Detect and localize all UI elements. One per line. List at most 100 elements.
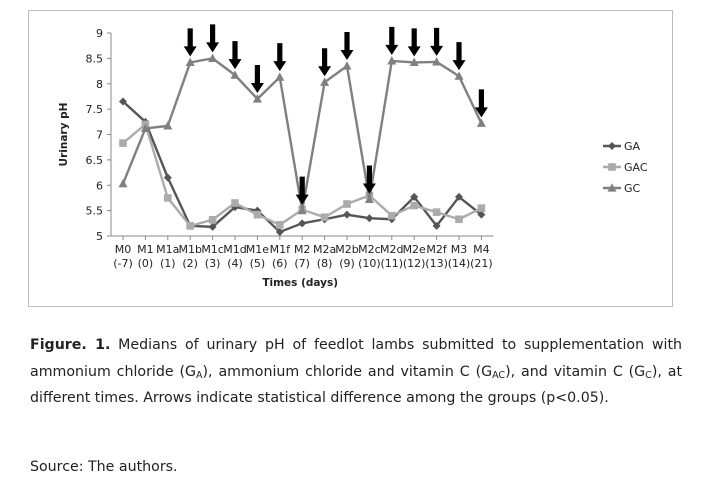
x-tick-day-label: (10) (358, 257, 381, 270)
y-tick-label: 7.5 (86, 103, 104, 116)
significance-arrow-icon (452, 42, 466, 71)
data-point-ga (343, 210, 351, 219)
x-tick-day-label: (8) (317, 257, 333, 270)
data-point-ga (477, 210, 486, 219)
caption-text-2: ), ammonium chloride and vitamin C (G (202, 363, 493, 380)
data-point-gc (320, 77, 330, 86)
y-tick-label: 9 (96, 27, 103, 40)
significance-arrow-icon (206, 24, 220, 53)
data-point-gac (186, 222, 194, 230)
data-point-ga (298, 219, 307, 228)
y-tick-label: 7 (96, 129, 103, 142)
x-tick-day-label: (7) (294, 257, 310, 270)
data-point-gc (297, 205, 307, 215)
x-axis-title: Times (days) (262, 277, 338, 289)
x-tick-label: M0 (115, 243, 132, 256)
x-tick-day-label: (14) (448, 257, 471, 270)
x-tick-day-label: (11) (381, 257, 404, 270)
x-tick-label: M3 (451, 243, 468, 256)
legend-marker-gac (608, 163, 616, 171)
source-note: Source: The authors. (30, 459, 178, 475)
data-point-gac (119, 139, 127, 147)
significance-arrow-icon (407, 28, 421, 57)
y-tick-label: 8.5 (86, 52, 104, 65)
x-tick-day-label: (21) (470, 257, 493, 270)
x-tick-label: M2c (358, 243, 381, 256)
x-tick-label: M2d (380, 243, 403, 256)
data-point-gc (476, 118, 486, 127)
data-point-ga (410, 192, 419, 201)
data-point-gc (409, 57, 419, 67)
x-tick-day-label: (4) (227, 257, 243, 270)
data-point-ga (163, 173, 172, 182)
data-point-gc (230, 70, 240, 79)
data-point-gc (208, 53, 218, 62)
significance-arrow-icon (250, 64, 264, 93)
data-point-gc (364, 194, 374, 204)
caption-text-4: ), at different times. Arrows indicate s… (30, 363, 683, 407)
figure-label: Figure. 1. (30, 337, 111, 354)
data-point-gac (164, 194, 172, 202)
data-point-gac (320, 213, 329, 222)
significance-arrow-icon (183, 28, 197, 57)
x-tick-day-label: (-7) (113, 257, 133, 270)
significance-arrow-icon (228, 41, 242, 70)
x-tick-label: M4 (473, 243, 490, 256)
data-point-ga (208, 222, 217, 231)
x-tick-label: M2b (335, 243, 358, 256)
significance-arrow-icon (273, 43, 287, 72)
data-point-gc (252, 94, 262, 103)
y-tick-label: 8 (96, 78, 103, 91)
x-tick-day-label: (3) (205, 257, 221, 270)
legend-marker-ga (608, 142, 616, 150)
caption-sub-2: AC (492, 369, 506, 381)
x-tick-label: M2f (426, 243, 447, 256)
significance-arrow-icon (340, 31, 354, 60)
legend-label-ga: GA (624, 140, 641, 153)
x-tick-label: M2a (313, 243, 336, 256)
x-tick-day-label: (1) (160, 257, 176, 270)
chart-container: 5 5.5 6 6.5 7 7.5 8 8.5 9 M0 (-7) M1 (0) M1a (1) M1b (2)… (28, 10, 673, 307)
data-point-gc (342, 61, 352, 70)
data-point-gc (118, 178, 128, 188)
x-tick-label: M2 (294, 243, 311, 256)
significance-arrow-icon (318, 48, 332, 77)
caption-text-3: ), and vitamin C (G (505, 363, 646, 380)
data-point-gc (163, 121, 173, 130)
data-point-gac (477, 204, 486, 212)
x-tick-day-label: (6) (272, 257, 288, 270)
data-point-gac (343, 200, 351, 208)
caption-sub-3: C (645, 369, 652, 381)
data-point-gc (432, 57, 442, 66)
significance-arrow-icon (474, 89, 488, 118)
x-tick-label: M1c (201, 243, 224, 256)
x-tick-label: M1a (156, 243, 179, 256)
y-tick-label: 5 (96, 230, 103, 243)
x-tick-label: M2e (403, 243, 426, 256)
y-tick-label: 6.5 (86, 154, 104, 167)
significance-arrow-icon (362, 165, 376, 194)
x-tick-label: M1e (246, 243, 269, 256)
data-point-gc (454, 71, 464, 80)
data-point-gc (140, 123, 150, 133)
legend-label-gc: GC (624, 182, 641, 195)
legend-marker-gc (607, 183, 617, 192)
data-point-gac (410, 201, 418, 210)
x-tick-label: M1f (270, 243, 291, 256)
y-tick-label: 6 (96, 179, 103, 192)
line-chart: 5 5.5 6 6.5 7 7.5 8 8.5 9 M0(-7) M1(0)M1a(1)M1b(2)… (58, 24, 648, 289)
data-point-ga (432, 221, 441, 230)
x-tick-day-label: (5) (250, 257, 266, 270)
data-point-ga (275, 227, 284, 236)
data-point-gc (387, 56, 397, 65)
y-axis-title: Urinary pH (58, 103, 70, 167)
y-tick-label: 5.5 (86, 205, 104, 218)
data-point-ga (365, 214, 374, 223)
data-point-gac (455, 215, 463, 224)
data-point-gac (432, 208, 441, 216)
x-tick-label: M1d (223, 243, 246, 256)
legend-label-gac: GAC (624, 161, 648, 174)
significance-arrow-icon (430, 27, 444, 56)
x-tick-day-label: (12) (403, 257, 426, 270)
x-tick-day-label: (0) (138, 257, 154, 270)
